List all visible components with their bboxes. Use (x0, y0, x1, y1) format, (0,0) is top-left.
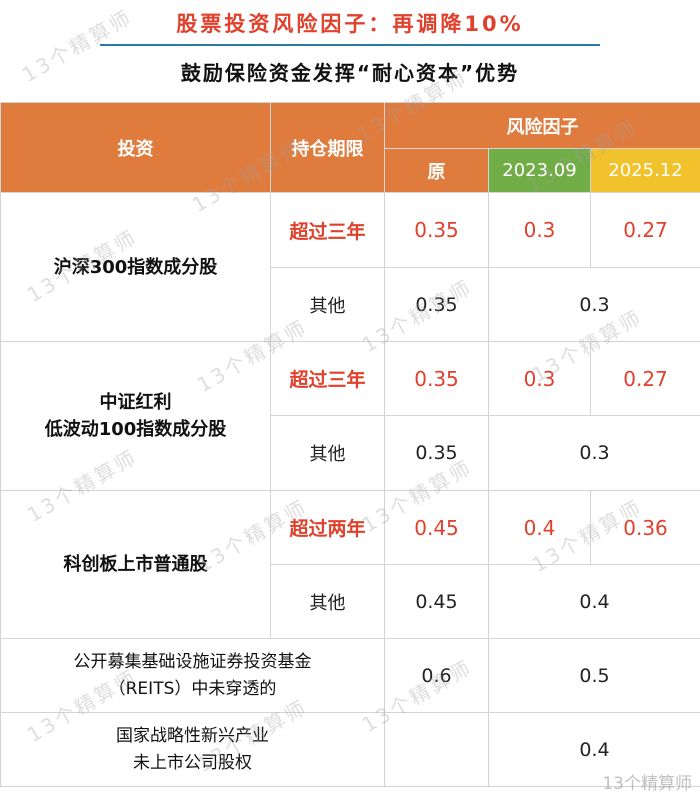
value-new: 0.5 (487, 638, 700, 713)
investment-name-line1: 国家战略性新兴产业 (116, 725, 269, 746)
value-original: 0.45 (384, 490, 489, 565)
table-row: 其他 0.35 0.3 (1, 415, 700, 491)
header-2025-12: 2025.12 (589, 148, 700, 193)
investment-name-line1: 公开募集基础设施证券投资基金 (73, 651, 312, 672)
table-row: 国家战略性新兴产业 未上市公司股权 0.4 (0, 712, 700, 787)
investment-name-line1: 中证红利 (99, 392, 172, 413)
investment-name: 中证红利 低波动100指数成分股 (0, 341, 271, 491)
investment-name: 科创板上市普通股 (0, 490, 271, 639)
value-original: 0.35 (384, 267, 489, 342)
title-underline (100, 44, 600, 46)
page-title: 股票投资风险因子：再调降10% (176, 12, 524, 36)
investment-name-line2: （REITS）中未穿透的 (108, 678, 277, 699)
value-original: 0.35 (384, 415, 489, 491)
holding-period-label: 其他 (270, 267, 385, 342)
value-new: 0.4 (487, 564, 700, 639)
header-risk-factor: 风险因子 (383, 102, 700, 149)
investment-name-line2: 低波动100指数成分股 (44, 419, 227, 440)
holding-period-label: 超过三年 (270, 192, 385, 268)
investment-name: 公开募集基础设施证券投资基金 （REITS）中未穿透的 (0, 638, 385, 713)
value-new: 0.4 (487, 712, 700, 787)
investment-name-line2: 未上市公司股权 (133, 752, 252, 773)
value-original: 0.35 (384, 192, 489, 268)
value-2023: 0.4 (488, 490, 591, 565)
table-row: 其他 0.45 0.4 (1, 564, 700, 639)
header-investment: 投资 (0, 102, 271, 193)
header-original: 原 (384, 148, 489, 193)
value-2023: 0.3 (488, 192, 591, 268)
investment-name: 沪深300指数成分股 (0, 192, 271, 342)
table-row: 中证红利 低波动100指数成分股 超过三年 0.35 0.3 0.27 (0, 341, 700, 491)
value-2025: 0.27 (589, 192, 700, 268)
value-new: 0.3 (487, 267, 700, 342)
corner-watermark: 13个精算师 (602, 774, 692, 794)
value-2025: 0.27 (589, 341, 700, 416)
holding-period-label: 其他 (270, 564, 385, 639)
holding-period-label: 其他 (270, 415, 385, 491)
value-original (384, 712, 489, 787)
holding-period-label: 超过三年 (270, 341, 385, 416)
value-original: 0.45 (384, 564, 489, 639)
value-2023: 0.3 (488, 341, 591, 416)
page-subtitle: 鼓励保险资金发挥“耐心资本”优势 (180, 61, 520, 85)
value-original: 0.35 (384, 341, 489, 416)
table-row: 沪深300指数成分股 超过三年 0.35 0.3 0.27 (0, 192, 700, 342)
risk-factor-table: 投资 持仓期限 风险因子 原 2023.09 2025.12 沪深300指数成分… (0, 102, 700, 787)
header-2023-09: 2023.09 (488, 148, 591, 193)
investment-name: 国家战略性新兴产业 未上市公司股权 (0, 712, 385, 787)
value-new: 0.3 (487, 415, 700, 491)
table-row: 科创板上市普通股 超过两年 0.45 0.4 0.36 (0, 490, 700, 639)
value-2025: 0.36 (589, 490, 700, 565)
header-holding-period: 持仓期限 (270, 102, 385, 193)
value-original: 0.6 (384, 638, 489, 713)
holding-period-label: 超过两年 (270, 490, 385, 565)
table-row: 公开募集基础设施证券投资基金 （REITS）中未穿透的 0.6 0.5 (0, 638, 700, 713)
